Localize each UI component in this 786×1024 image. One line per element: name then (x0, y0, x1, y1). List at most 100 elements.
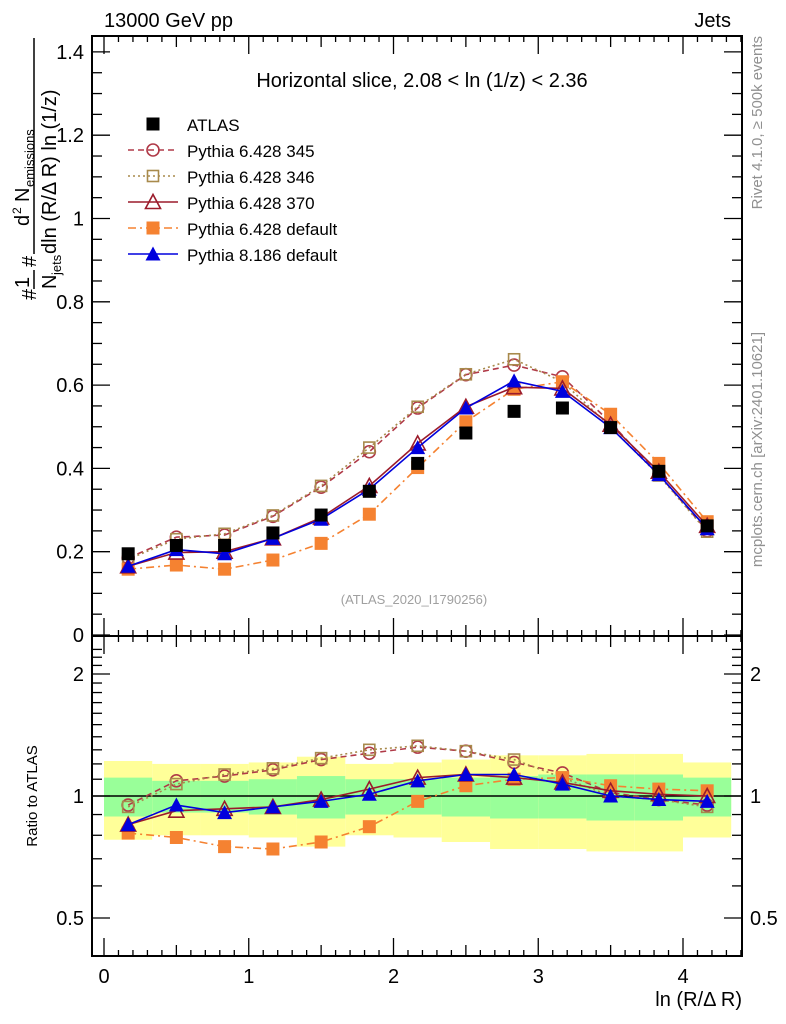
ratio-point-pythia-6-428-346 (363, 743, 376, 757)
legend-marker-pythia-6-428-370 (144, 192, 162, 210)
legend: ATLAS Pythia 6.428 345 Pythia 6.428 346 Pyt… (128, 116, 338, 265)
ratio-point-pythia-8-186-default (603, 788, 619, 803)
data-point-pythia-6-428-default (604, 407, 618, 421)
ratio-point-pythia-8-186-default (458, 766, 474, 781)
data-point-atlas (459, 426, 473, 440)
ratio-y-tick-label-right: 0.5 (750, 908, 778, 930)
legend-entry-pythia-6-428-346: Pythia 6.428 346 (128, 168, 315, 187)
data-point-pythia-6-428-default (314, 536, 328, 550)
ratio-point-pythia-6-428-346 (507, 753, 521, 766)
ratio-line-pythia-6-428-345 (127, 746, 708, 806)
watermark: (ATLAS_2020_I1790256) (341, 592, 487, 607)
legend-marker-pythia-8-186-default (145, 246, 161, 261)
ratio-point-pythia-6-428-default (411, 794, 425, 808)
y-tick-label: 1.4 (56, 42, 84, 64)
data-point-pythia-6-428-default (459, 415, 473, 429)
legend-label-atlas: ATLAS (187, 116, 240, 135)
data-point-atlas (411, 456, 425, 470)
x-tick-label: 2 (388, 966, 399, 988)
data-point-pythia-6-428-346 (507, 352, 521, 366)
ratio-point-pythia-6-428-default (314, 835, 328, 849)
legend-marker-pythia-6-428-346 (146, 169, 160, 183)
data-point-pythia-8-186-default (458, 400, 474, 415)
ylabel-hash-2: # (19, 255, 41, 267)
data-point-atlas (604, 421, 618, 435)
y-tick-label: 1 (73, 209, 84, 231)
series-line-pythia-6-428-default (128, 380, 708, 570)
main-series (119, 352, 717, 576)
data-point-pythia-8-186-default (120, 558, 136, 573)
ratio-y-tick-label-right: 1 (750, 786, 761, 808)
ratio-point-pythia-8-186-default (699, 793, 715, 808)
legend-marker-pythia-6-428-default (146, 221, 160, 235)
legend-entry-pythia-6-428-default: Pythia 6.428 default (128, 220, 338, 239)
ratio-point-pythia-8-186-default (410, 773, 426, 788)
series-atlas (121, 401, 714, 561)
ratio-point-pythia-8-186-default (313, 793, 329, 808)
ylabel-d2: d (12, 215, 34, 226)
data-point-pythia-8-186-default (506, 373, 522, 388)
legend-entry-atlas: ATLAS (146, 116, 240, 135)
ylabel-hash-1: # (19, 288, 41, 300)
ratio-y-tick-label-left: 0.5 (56, 908, 84, 930)
ratio-point-pythia-8-186-default (506, 766, 522, 781)
data-point-atlas (314, 508, 328, 522)
ratio-point-pythia-6-428-default (169, 830, 183, 844)
data-point-pythia-6-428-default (218, 562, 232, 576)
x-tick-label: 0 (98, 966, 109, 988)
data-point-pythia-6-428-346 (459, 367, 473, 381)
ylabel-one: 1 (12, 277, 34, 288)
ratio-point-pythia-6-428-default (362, 820, 376, 834)
header-left: 13000 GeV pp (104, 10, 233, 32)
x-tick-label: 4 (677, 966, 688, 988)
header-right: Jets (694, 10, 731, 32)
ratio-point-pythia-8-186-default (120, 817, 136, 832)
data-point-pythia-8-186-default (554, 383, 570, 398)
data-point-atlas (121, 547, 135, 561)
data-point-atlas (362, 484, 376, 498)
x-axis-label: ln (R/Δ R) (655, 989, 742, 1011)
y-tick-label: 0.6 (56, 375, 84, 397)
data-point-atlas (652, 464, 666, 478)
ratio-point-pythia-6-428-346 (411, 739, 424, 753)
legend-label-pythia-6-428-346: Pythia 6.428 346 (187, 168, 315, 187)
ylabel-njets-sub: jets (49, 254, 64, 276)
chart-title: Horizontal slice, 2.08 < ln (1/z) < 2.36 (256, 70, 587, 92)
ratio-point-pythia-8-186-default (168, 797, 184, 812)
data-point-atlas (266, 526, 280, 540)
y-tick-label: 0.2 (56, 542, 84, 564)
data-point-atlas (555, 401, 569, 415)
data-point-pythia-6-428-346 (314, 479, 328, 493)
ratio-series (119, 739, 717, 856)
tick-labels: 0 1 2 3 4 0 0.2 0.4 0.6 0.8 1 1.2 1.4 0.5 0.5 1 1 2 2 (56, 42, 778, 988)
y-tick-label: 0.8 (56, 292, 84, 314)
ratio-point-pythia-6-428-346 (314, 751, 328, 765)
axis-ticks (92, 36, 742, 956)
legend-entry-pythia-6-428-370: Pythia 6.428 370 (128, 192, 315, 213)
ratio-y-tick-label-left: 2 (73, 664, 84, 686)
x-tick-label: 3 (533, 966, 544, 988)
data-point-pythia-8-186-default (217, 546, 233, 561)
data-point-pythia-8-186-default (410, 440, 426, 455)
legend-label-pythia-6-428-default: Pythia 6.428 default (187, 220, 338, 239)
series-line-pythia-6-428-345 (127, 364, 708, 559)
legend-label-pythia-8-186-default: Pythia 8.186 default (187, 246, 338, 265)
legend-label-pythia-6-428-370: Pythia 6.428 370 (187, 194, 315, 213)
data-point-atlas (218, 538, 232, 552)
ratio-point-pythia-6-428-346 (170, 777, 183, 791)
ylabel-d2-sup: 2 (10, 207, 24, 214)
ratio-series-pythia-8-186-default (120, 766, 715, 832)
data-point-atlas (700, 519, 714, 533)
legend-entry-pythia-8-186-default: Pythia 8.186 default (128, 246, 338, 265)
ratio-point-pythia-6-428-346 (459, 744, 473, 758)
data-point-atlas (169, 538, 183, 552)
data-point-pythia-6-428-346 (363, 441, 376, 454)
ylabel-denominator: dln (R/Δ R) ln (1/z) (39, 89, 61, 254)
y-tick-label: 0 (73, 625, 84, 647)
legend-marker-pythia-6-428-345 (146, 143, 160, 157)
ratio-point-pythia-6-428-default (459, 779, 473, 793)
ratio-point-pythia-8-186-default (651, 792, 667, 807)
data-point-pythia-6-428-default (169, 558, 183, 572)
legend-label-pythia-6-428-345: Pythia 6.428 345 (187, 142, 315, 161)
